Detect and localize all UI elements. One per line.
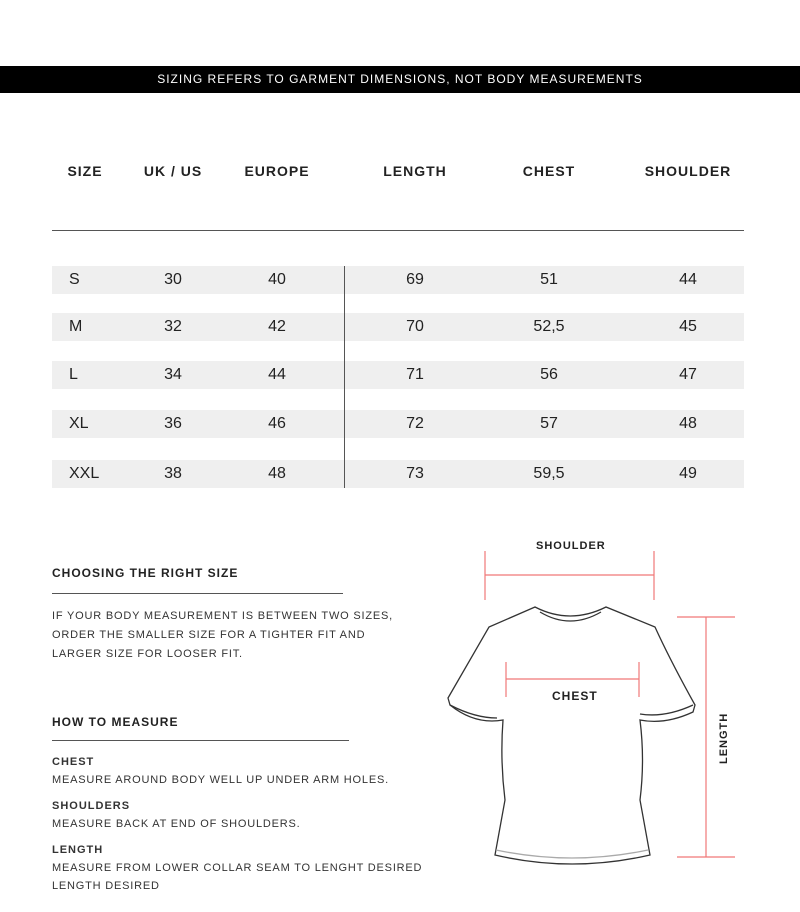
table-cell: 72 bbox=[406, 415, 424, 432]
table-cell: XXL bbox=[69, 465, 100, 482]
shoulders-text: MEASURE BACK AT END OF SHOULDERS. bbox=[52, 818, 301, 830]
table-cell: 38 bbox=[164, 465, 182, 482]
table-cell: 30 bbox=[164, 271, 182, 288]
header-size: SIZE bbox=[67, 163, 103, 179]
table-cell: 40 bbox=[268, 271, 286, 288]
table-cell: 36 bbox=[164, 415, 182, 432]
table-cell: 47 bbox=[679, 366, 697, 383]
table-row: XL 36 46 72 57 48 bbox=[52, 410, 744, 438]
choosing-line: LARGER SIZE FOR LOOSER FIT. bbox=[52, 648, 243, 660]
table-cell: 59,5 bbox=[533, 465, 565, 482]
table-cell: M bbox=[69, 318, 83, 335]
chest-diagram-label: CHEST bbox=[552, 689, 598, 703]
choosing-line: IF YOUR BODY MEASUREMENT IS BETWEEN TWO … bbox=[52, 610, 393, 622]
table-row: XXL 38 48 73 59,5 49 bbox=[52, 460, 744, 488]
choosing-line: ORDER THE SMALLER SIZE FOR A TIGHTER FIT… bbox=[52, 629, 366, 641]
tshirt-outline bbox=[447, 606, 696, 865]
header-europe: EUROPE bbox=[244, 163, 310, 179]
choosing-text: IF YOUR BODY MEASUREMENT IS BETWEEN TWO … bbox=[52, 607, 393, 664]
table-cell: XL bbox=[69, 415, 89, 432]
header-length: LENGTH bbox=[383, 163, 447, 179]
choosing-divider bbox=[52, 593, 343, 594]
table-row: S 30 40 69 51 44 bbox=[52, 266, 744, 294]
shoulders-label: SHOULDERS bbox=[52, 800, 131, 812]
table-cell: 52,5 bbox=[533, 318, 565, 335]
table-cell: 71 bbox=[406, 366, 424, 383]
choosing-title: CHOOSING THE RIGHT SIZE bbox=[52, 566, 239, 580]
table-cell: 56 bbox=[540, 366, 558, 383]
table-cell: 49 bbox=[679, 465, 697, 482]
header-chest: CHEST bbox=[522, 163, 576, 179]
length-text: MEASURE FROM LOWER COLLAR SEAM TO LENGHT… bbox=[52, 862, 423, 874]
how-list: CHEST MEASURE AROUND BODY WELL UP UNDER … bbox=[52, 753, 422, 895]
table-cell: 32 bbox=[164, 318, 182, 335]
chest-label: CHEST bbox=[52, 756, 95, 768]
table-cell: 51 bbox=[540, 271, 558, 288]
column-divider bbox=[344, 266, 345, 488]
table-cell: S bbox=[69, 271, 80, 288]
header-uk-us: UK / US bbox=[143, 163, 203, 179]
header-divider bbox=[52, 230, 744, 231]
chest-text: MEASURE AROUND BODY WELL UP UNDER ARM HO… bbox=[52, 774, 389, 786]
sizing-banner: SIZING REFERS TO GARMENT DIMENSIONS, NOT… bbox=[0, 66, 800, 93]
table-cell: 70 bbox=[406, 318, 424, 335]
table-row: L 34 44 71 56 47 bbox=[52, 361, 744, 389]
table-cell: 69 bbox=[406, 271, 424, 288]
table-cell: 45 bbox=[679, 318, 697, 335]
table-cell: 44 bbox=[268, 366, 286, 383]
table-cell: 48 bbox=[268, 465, 286, 482]
length-text-2: LENGTH DESIRED bbox=[52, 880, 160, 892]
table-cell: 57 bbox=[540, 415, 558, 432]
table-cell: 46 bbox=[268, 415, 286, 432]
table-cell: 44 bbox=[679, 271, 697, 288]
table-cell: 42 bbox=[268, 318, 286, 335]
how-divider bbox=[52, 740, 349, 741]
table-cell: L bbox=[69, 366, 78, 383]
measure-lines bbox=[484, 551, 735, 858]
table-cell: 73 bbox=[406, 465, 424, 482]
length-label: LENGTH bbox=[52, 844, 104, 856]
header-shoulder: SHOULDER bbox=[644, 163, 732, 179]
shoulder-label: SHOULDER bbox=[536, 540, 606, 552]
table-cell: 34 bbox=[164, 366, 182, 383]
table-row: M 32 42 70 52,5 45 bbox=[52, 313, 744, 341]
how-title: HOW TO MEASURE bbox=[52, 715, 179, 729]
table-cell: 48 bbox=[679, 415, 697, 432]
